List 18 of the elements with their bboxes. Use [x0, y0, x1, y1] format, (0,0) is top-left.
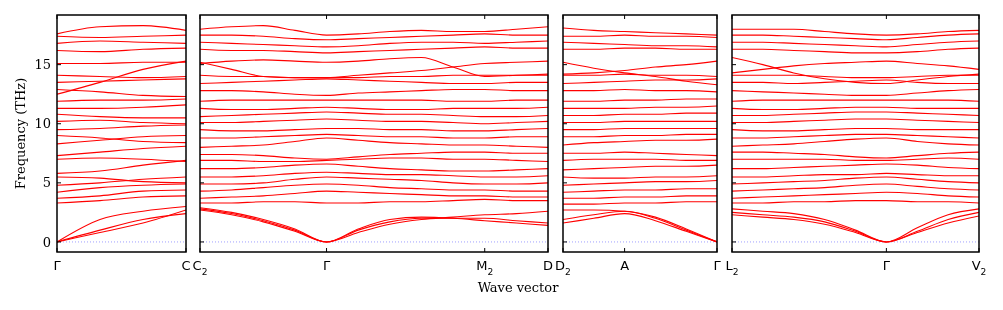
- x-tick-label: Γ: [322, 258, 331, 273]
- x-tick-label: Γ: [713, 258, 722, 273]
- x-tick-label: C: [181, 258, 191, 273]
- y-tick-label: 0: [42, 234, 51, 250]
- x-tick-label: D: [542, 258, 554, 273]
- x-axis-title: Wave vector: [477, 280, 560, 295]
- y-tick-label: 15: [34, 57, 51, 73]
- x-tick-label: M$_{2}$: [476, 258, 494, 277]
- x-tick-label: Γ: [882, 258, 891, 273]
- y-axis-title: Frequency (THz): [13, 77, 28, 190]
- x-tick-label: V$_{2}$: [971, 258, 987, 277]
- x-tick-label: A: [620, 258, 630, 273]
- x-tick-label: C$_{2}$: [192, 258, 208, 277]
- x-tick-label: Γ: [53, 258, 62, 273]
- x-tick-label: D$_{2}$: [555, 258, 571, 277]
- y-tick-label: 10: [34, 116, 51, 132]
- y-tick-label: 5: [42, 175, 51, 191]
- x-tick-label: L$_{2}$: [725, 258, 739, 277]
